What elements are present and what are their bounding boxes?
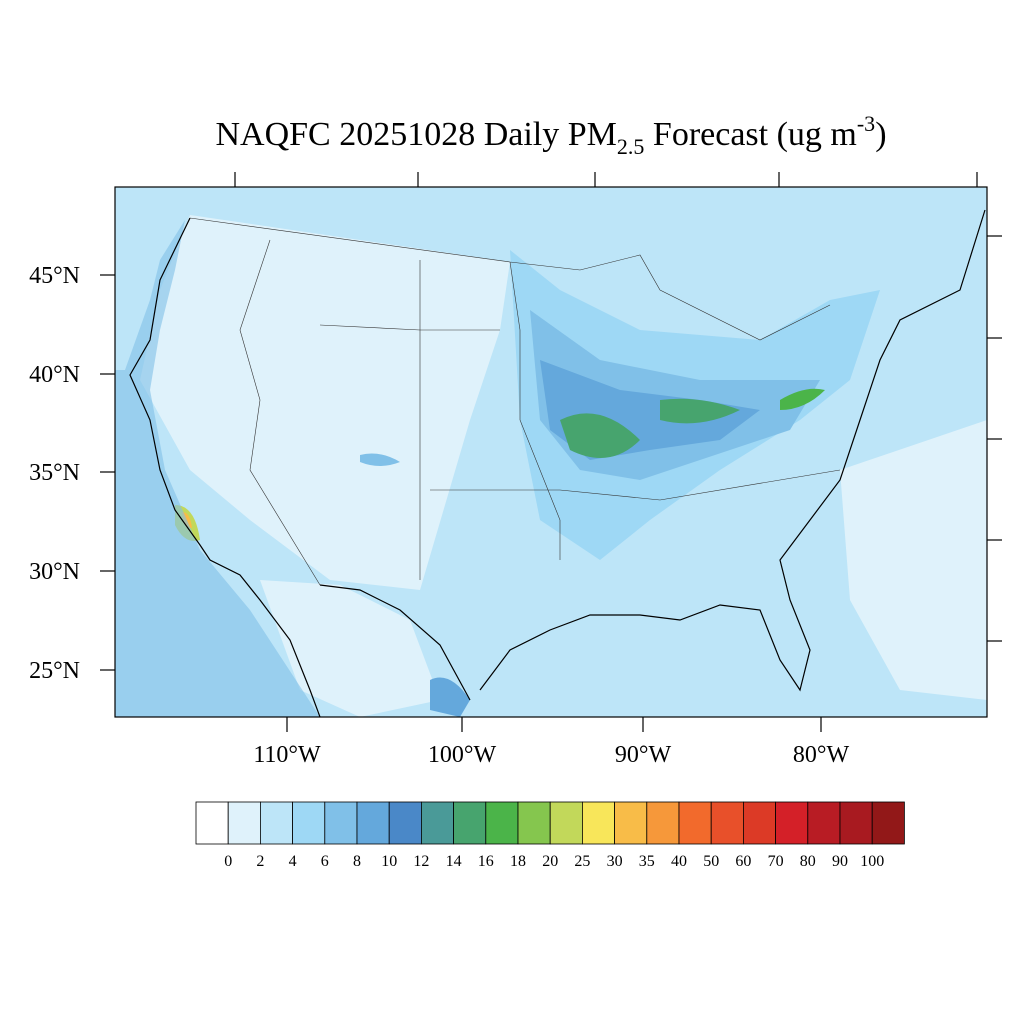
map [100, 172, 1002, 732]
title-main: NAQFC 20251028 Daily PM [215, 116, 616, 153]
latitude-label: 35°N [29, 460, 80, 486]
colorbar-label: 16 [478, 853, 494, 870]
colorbar-label: 35 [639, 853, 655, 870]
colorbar-label: 12 [413, 853, 429, 870]
longitude-label: 80°W [793, 742, 850, 768]
colorbar-swatch [227, 801, 261, 845]
colorbar-label: 10 [381, 853, 397, 870]
colorbar-swatch [485, 801, 519, 845]
colorbar-label: 4 [289, 853, 297, 870]
colorbar-swatch [259, 801, 293, 845]
colorbar-swatch [775, 801, 809, 845]
colorbar-label: 60 [735, 853, 751, 870]
colorbar-swatch [710, 801, 744, 845]
longitude-label: 110°W [253, 742, 321, 768]
colorbar-swatch [582, 801, 616, 845]
colorbar-label: 8 [353, 853, 361, 870]
colorbar-label: 20 [542, 853, 558, 870]
colorbar-label: 90 [832, 853, 848, 870]
colorbar-swatch [195, 801, 229, 845]
colorbar-swatch [324, 801, 358, 845]
axis-labels: 45°N 40°N 35°N 30°N 25°N 110°W 100°W 90°W 80°W [29, 263, 849, 768]
colorbar-label: 30 [607, 853, 623, 870]
latitude-label: 45°N [29, 263, 80, 289]
longitude-label: 100°W [428, 742, 497, 768]
colorbar: 0 2 4 6 8 10 12 14 16 18 20 25 30 35 40 50 60 70 80 90 100 [195, 801, 905, 870]
colorbar-swatch [678, 801, 712, 845]
colorbar-swatch [292, 801, 326, 845]
colorbar-label: 0 [224, 853, 232, 870]
colorbar-label: 25 [574, 853, 590, 870]
colorbar-swatch [517, 801, 551, 845]
title-superscript: -3 [857, 111, 875, 136]
longitude-label: 90°W [615, 742, 672, 768]
colorbar-swatch [743, 801, 777, 845]
colorbar-swatch [807, 801, 841, 845]
latitude-label: 30°N [29, 559, 80, 585]
colorbar-label: 80 [800, 853, 816, 870]
latitude-label: 40°N [29, 362, 80, 388]
colorbar-label: 14 [446, 853, 462, 870]
colorbar-swatch [871, 801, 905, 845]
colorbar-swatch [420, 801, 454, 845]
colorbar-label: 50 [703, 853, 719, 870]
title-end: ) [875, 116, 886, 153]
colorbar-label: 2 [256, 853, 264, 870]
colorbar-swatch [388, 801, 422, 845]
colorbar-label: 100 [860, 853, 884, 870]
title: NAQFC 20251028 Daily PM2.5 Forecast (ug … [215, 111, 886, 159]
colorbar-label: 6 [321, 853, 329, 870]
colorbar-swatch [614, 801, 648, 845]
colorbar-swatch [453, 801, 487, 845]
latitude-label: 25°N [29, 658, 80, 684]
colorbar-label: 18 [510, 853, 526, 870]
colorbar-label: 40 [671, 853, 687, 870]
colorbar-swatch [356, 801, 390, 845]
colorbar-swatch [646, 801, 680, 845]
title-subscript: 2.5 [617, 134, 645, 159]
title-middle: Forecast (ug m [644, 116, 856, 153]
colorbar-label: 70 [768, 853, 784, 870]
colorbar-swatch [839, 801, 873, 845]
colorbar-swatch [549, 801, 583, 845]
